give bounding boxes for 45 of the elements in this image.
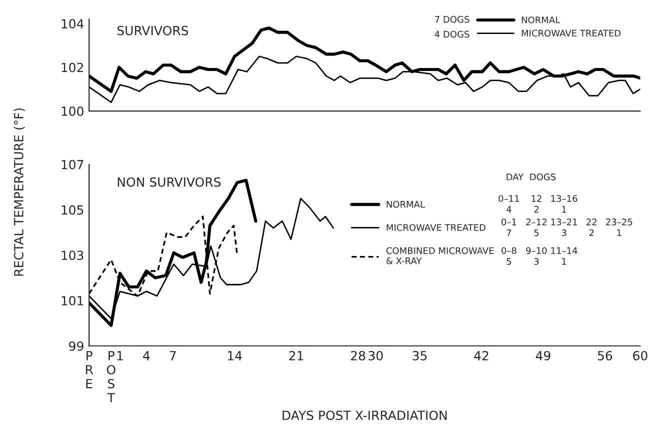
annotation: 9–10 3	[526, 247, 547, 265]
annotation: 0–8 5	[502, 247, 516, 265]
annotation: 7 DOGS	[435, 16, 470, 23]
y-tick-label: 99	[69, 341, 84, 351]
annotation: 12 2	[532, 195, 542, 213]
chart-title: SURVIVORS	[117, 26, 188, 36]
legend-label: COMBINED MICROWAVE & X-RAY	[386, 247, 494, 264]
x-tick-label: 42	[474, 350, 488, 360]
y-tick-label: 104	[62, 19, 84, 29]
y-tick-label: 101	[62, 296, 84, 306]
x-tick-label: 4	[143, 351, 150, 360]
legend-label: NORMAL	[386, 200, 425, 208]
y-tick-label: 107	[62, 160, 84, 170]
x-axis-title: DAYS POST X-IRRADIATION	[282, 410, 447, 420]
legend-title: DAY DOGS	[506, 173, 556, 180]
x-tick-label: 30	[368, 350, 383, 360]
y-axis-title: RECTAL TEMPERATURE (°F)	[14, 108, 25, 276]
x-tick-label: 1	[117, 351, 123, 360]
y-tick-label: 103	[62, 250, 84, 260]
annotation: 0–11 4	[498, 195, 519, 213]
annotation: 22 2	[586, 218, 596, 236]
annotation: 4 DOGS	[434, 30, 470, 38]
x-tick-label: POST	[106, 351, 116, 402]
legend-label: MICROWAVE TREATED	[522, 30, 621, 37]
x-tick-label: 14	[228, 351, 242, 360]
x-tick-label: 49	[536, 350, 550, 360]
x-tick-label: 56	[598, 350, 612, 360]
legend-label: NORMAL	[522, 16, 560, 24]
y-tick-label: 100	[62, 106, 84, 116]
annotation: 13–21 3	[551, 218, 577, 236]
x-tick-label: 7	[170, 351, 176, 360]
x-tick-label: 21	[289, 350, 304, 360]
text: NON SURVIVORS	[118, 177, 221, 187]
x-tick-label: PRE	[86, 351, 94, 388]
annotation: 2–12 5	[526, 218, 546, 236]
legend-label: MICROWAVE TREATED	[386, 224, 486, 231]
y-tick-label: 105	[62, 205, 84, 215]
annotation: 13–16 1	[551, 195, 578, 213]
x-tick-label: 28	[351, 350, 366, 360]
y-tick-label: 102	[62, 62, 83, 72]
x-tick-label: 35	[412, 350, 427, 360]
annotation: 23–25 1	[606, 218, 632, 236]
annotation: 11–14 1	[551, 247, 578, 265]
x-tick-label: 60	[633, 350, 648, 360]
annotation: 0–1 7	[502, 218, 516, 236]
